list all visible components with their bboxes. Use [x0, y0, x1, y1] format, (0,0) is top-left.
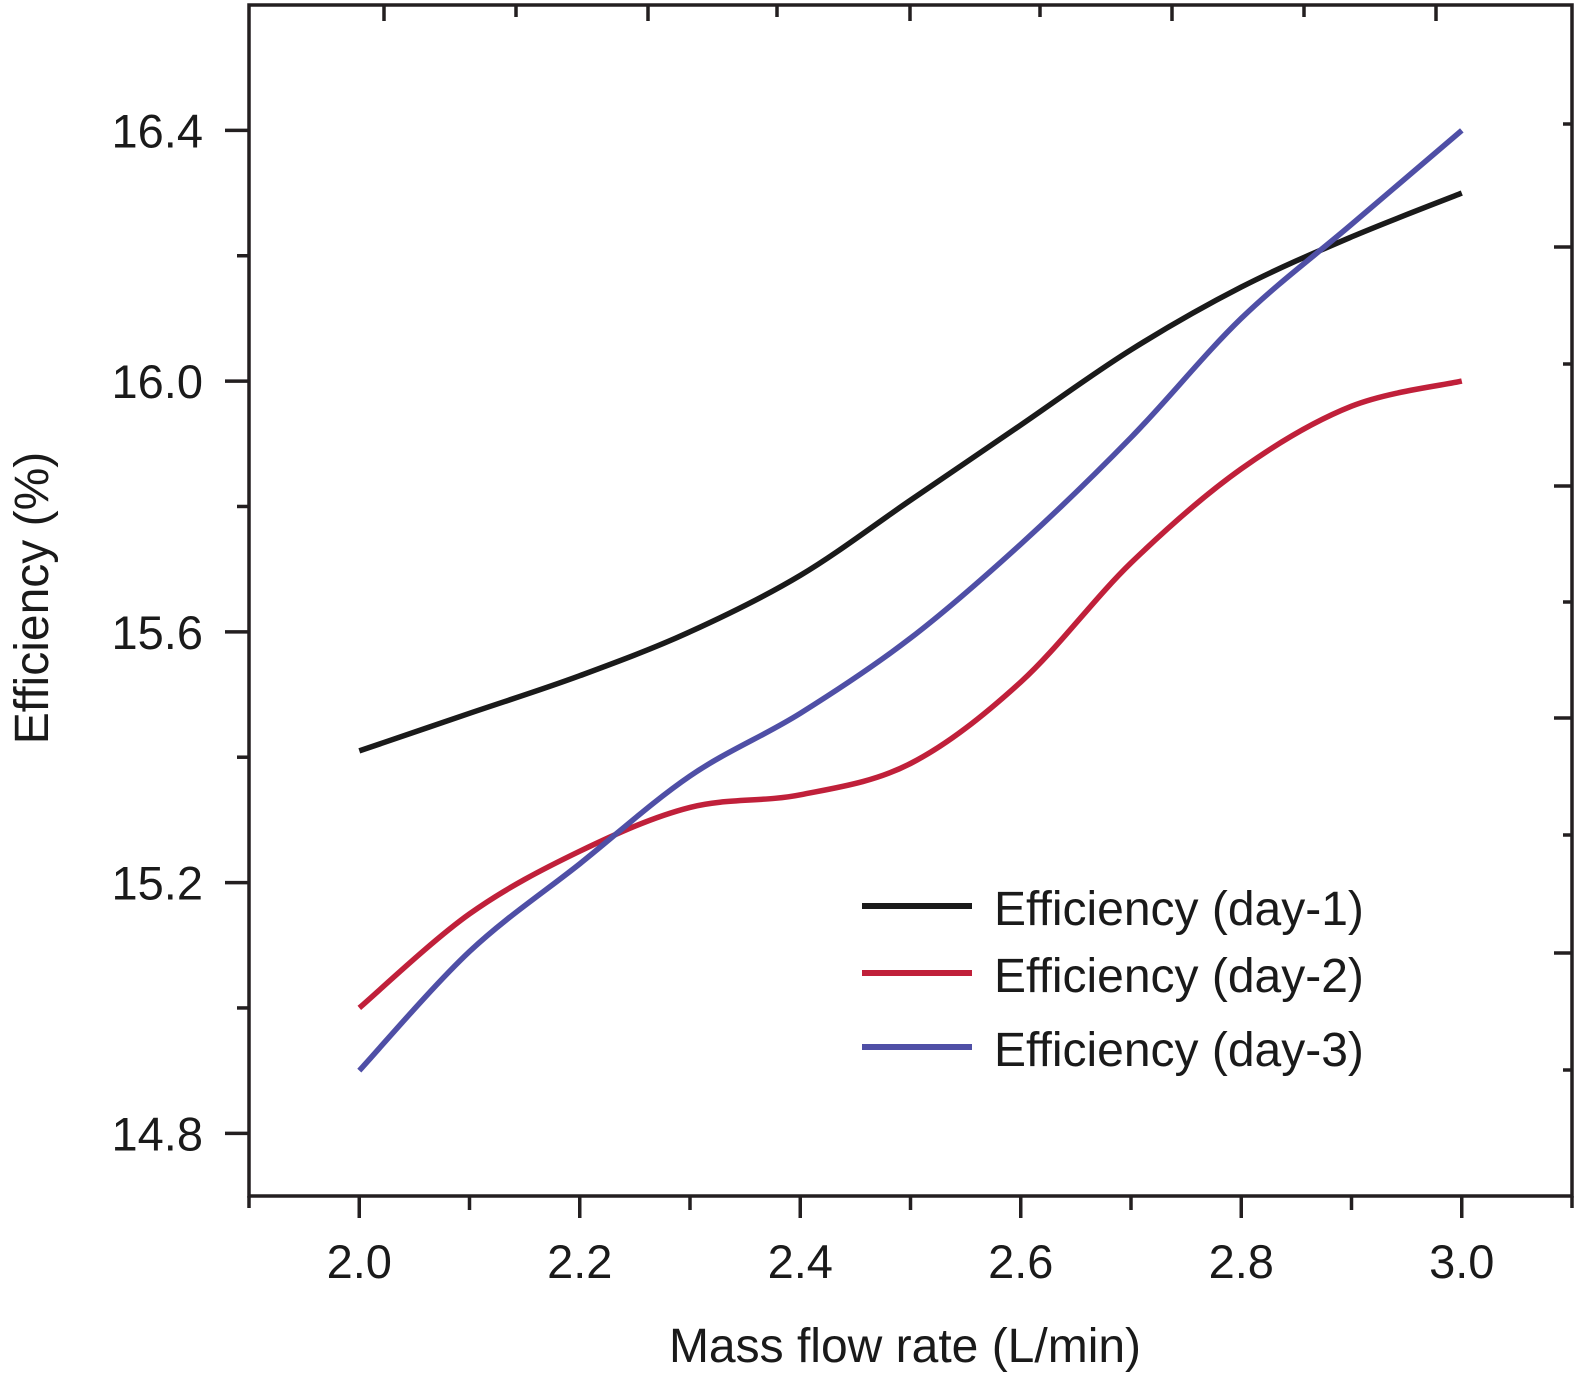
x-tick-label: 2.6: [988, 1235, 1053, 1288]
x-tick-label: 2.0: [327, 1235, 392, 1288]
legend-label-day-3: Efficiency (day-3): [994, 1024, 1364, 1077]
series-line-day-1: [358, 190, 1463, 754]
y-tick-label: 16.0: [112, 355, 203, 408]
y-axis-ticks: [225, 128, 249, 1136]
y-axis-tick-labels: 14.8 15.2 15.6 16.0 16.4: [112, 104, 203, 1160]
y-axis-title: Efficiency (%): [6, 452, 59, 745]
series-lines: [357, 128, 1464, 1073]
series-line-day-3: [357, 128, 1464, 1073]
x-axis-title: Mass flow rate (L/min): [669, 1320, 1141, 1373]
plot-frame: [247, 3, 1574, 1198]
legend: Efficiency (day-1) Efficiency (day-2) Ef…: [862, 883, 1364, 1077]
x-tick-label: 2.4: [768, 1235, 833, 1288]
legend-label-day-2: Efficiency (day-2): [994, 950, 1364, 1003]
y-tick-label: 14.8: [112, 1107, 203, 1160]
x-tick-label: 2.8: [1209, 1235, 1274, 1288]
secondary-axis-ticks: [382, 5, 1572, 1072]
y-tick-label: 15.6: [112, 606, 203, 659]
y-tick-label: 16.4: [112, 104, 203, 157]
series-line-day-2: [357, 378, 1463, 1010]
legend-label-day-1: Efficiency (day-1): [994, 883, 1364, 936]
x-axis-ticks: [247, 1196, 1574, 1218]
x-tick-label: 3.0: [1429, 1235, 1494, 1288]
y-tick-label: 15.2: [112, 857, 203, 910]
x-axis-tick-labels: 2.0 2.2 2.4 2.6 2.8 3.0: [327, 1235, 1495, 1288]
x-tick-label: 2.2: [547, 1235, 612, 1288]
